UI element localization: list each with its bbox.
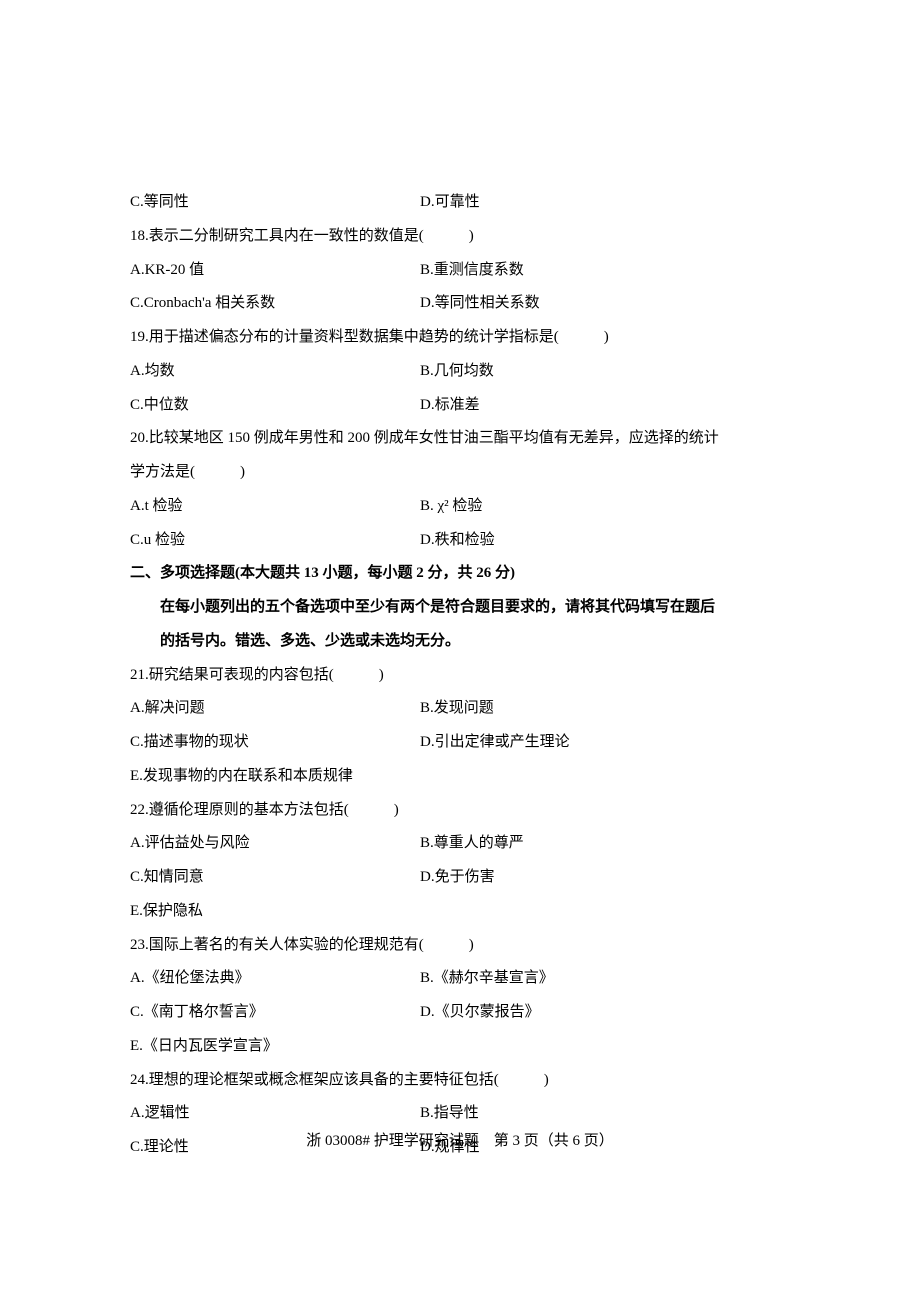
option-row: C.等同性D.可靠性 [130, 186, 790, 220]
option-row: A.KR-20 值B.重测信度系数 [130, 254, 790, 288]
text-line: 学方法是( ) [130, 456, 790, 490]
text-line: 24.理想的理论框架或概念框架应该具备的主要特征包括( ) [130, 1064, 790, 1098]
option-left: A.《纽伦堡法典》 [130, 962, 420, 996]
section-instruction: 在每小题列出的五个备选项中至少有两个是符合题目要求的，请将其代码填写在题后 [130, 591, 790, 625]
text-line: 20.比较某地区 150 例成年男性和 200 例成年女性甘油三酯平均值有无差异… [130, 422, 790, 456]
text-line: E.发现事物的内在联系和本质规律 [130, 760, 790, 794]
option-row: A.评估益处与风险B.尊重人的尊严 [130, 827, 790, 861]
page-footer: 浙 03008# 护理学研究试题 第 3 页（共 6 页） [0, 1129, 920, 1150]
option-row: C.Cronbach'a 相关系数D.等同性相关系数 [130, 287, 790, 321]
option-left: C.知情同意 [130, 861, 420, 895]
text-line: E.保护隐私 [130, 895, 790, 929]
option-left: C.Cronbach'a 相关系数 [130, 287, 420, 321]
option-left: C.中位数 [130, 389, 420, 423]
text-line: 19.用于描述偏态分布的计量资料型数据集中趋势的统计学指标是( ) [130, 321, 790, 355]
option-row: A.《纽伦堡法典》B.《赫尔辛基宣言》 [130, 962, 790, 996]
option-right: D.秩和检验 [420, 524, 790, 558]
option-row: A.逻辑性B.指导性 [130, 1097, 790, 1131]
option-row: A.均数B.几何均数 [130, 355, 790, 389]
option-left: C.描述事物的现状 [130, 726, 420, 760]
option-left: A.KR-20 值 [130, 254, 420, 288]
option-left: C.《南丁格尔誓言》 [130, 996, 420, 1030]
option-left: C.等同性 [130, 186, 420, 220]
option-right: B. χ² 检验 [420, 490, 790, 524]
option-left: A.t 检验 [130, 490, 420, 524]
section-instruction: 的括号内。错选、多选、少选或未选均无分。 [130, 625, 790, 659]
option-right: D.标准差 [420, 389, 790, 423]
option-right: B.尊重人的尊严 [420, 827, 790, 861]
option-right: B.发现问题 [420, 692, 790, 726]
option-right: B.几何均数 [420, 355, 790, 389]
option-left: A.逻辑性 [130, 1097, 420, 1131]
option-row: C.《南丁格尔誓言》D.《贝尔蒙报告》 [130, 996, 790, 1030]
option-row: A.t 检验B. χ² 检验 [130, 490, 790, 524]
text-line: 18.表示二分制研究工具内在一致性的数值是( ) [130, 220, 790, 254]
option-right: D.等同性相关系数 [420, 287, 790, 321]
text-line: 21.研究结果可表现的内容包括( ) [130, 659, 790, 693]
option-row: C.中位数D.标准差 [130, 389, 790, 423]
text-line: 23.国际上著名的有关人体实验的伦理规范有( ) [130, 929, 790, 963]
option-left: A.评估益处与风险 [130, 827, 420, 861]
option-right: B.指导性 [420, 1097, 790, 1131]
text-line: E.《日内瓦医学宣言》 [130, 1030, 790, 1064]
option-left: A.解决问题 [130, 692, 420, 726]
option-right: B.重测信度系数 [420, 254, 790, 288]
option-right: D.《贝尔蒙报告》 [420, 996, 790, 1030]
option-row: C.描述事物的现状D.引出定律或产生理论 [130, 726, 790, 760]
section-title: 二、多项选择题(本大题共 13 小题，每小题 2 分，共 26 分) [130, 557, 790, 591]
option-row: C.u 检验D.秩和检验 [130, 524, 790, 558]
option-row: A.解决问题B.发现问题 [130, 692, 790, 726]
text-line: 22.遵循伦理原则的基本方法包括( ) [130, 794, 790, 828]
option-left: C.u 检验 [130, 524, 420, 558]
option-right: D.可靠性 [420, 186, 790, 220]
option-right: B.《赫尔辛基宣言》 [420, 962, 790, 996]
option-right: D.引出定律或产生理论 [420, 726, 790, 760]
option-right: D.免于伤害 [420, 861, 790, 895]
option-left: A.均数 [130, 355, 420, 389]
page-content: C.等同性D.可靠性18.表示二分制研究工具内在一致性的数值是( )A.KR-2… [0, 0, 920, 1165]
option-row: C.知情同意D.免于伤害 [130, 861, 790, 895]
